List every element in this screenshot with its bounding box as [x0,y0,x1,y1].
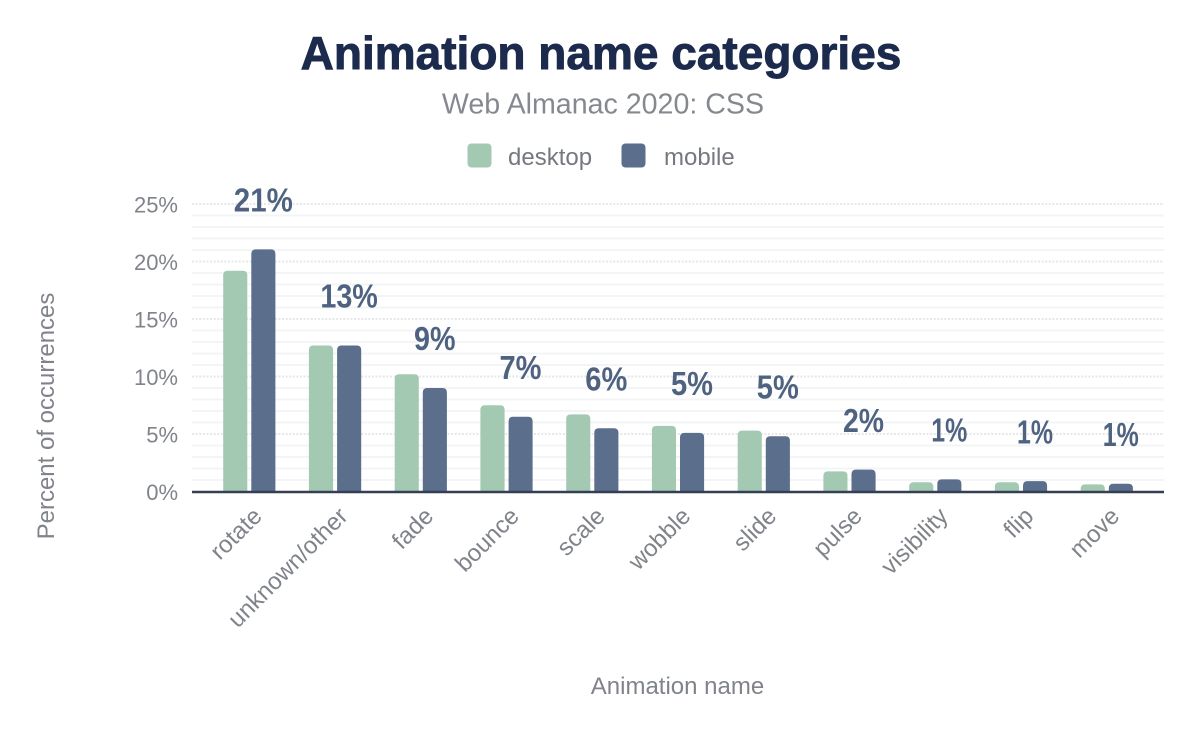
svg-text:Animation name categories: Animation name categories [301,27,902,79]
svg-text:desktop: desktop [508,144,592,171]
svg-text:Web Almanac 2020: CSS: Web Almanac 2020: CSS [442,89,764,121]
svg-text:5%: 5% [671,365,713,402]
svg-text:21%: 21% [234,182,293,219]
svg-text:0%: 0% [146,480,178,505]
svg-text:mobile: mobile [664,144,735,171]
svg-text:13%: 13% [320,278,378,315]
svg-text:7%: 7% [500,349,542,386]
svg-text:2%: 2% [843,402,884,439]
svg-text:20%: 20% [134,250,178,275]
svg-text:5%: 5% [146,422,178,447]
svg-text:1%: 1% [1017,413,1053,450]
svg-text:10%: 10% [134,365,178,390]
svg-text:Animation name: Animation name [591,673,764,700]
svg-text:15%: 15% [134,307,178,332]
svg-text:1%: 1% [1103,416,1139,453]
svg-text:9%: 9% [414,320,456,357]
svg-text:6%: 6% [585,360,627,397]
svg-text:5%: 5% [757,369,799,406]
svg-text:25%: 25% [134,192,178,217]
svg-text:Percent of occurrences: Percent of occurrences [33,293,60,540]
svg-text:1%: 1% [931,412,967,449]
